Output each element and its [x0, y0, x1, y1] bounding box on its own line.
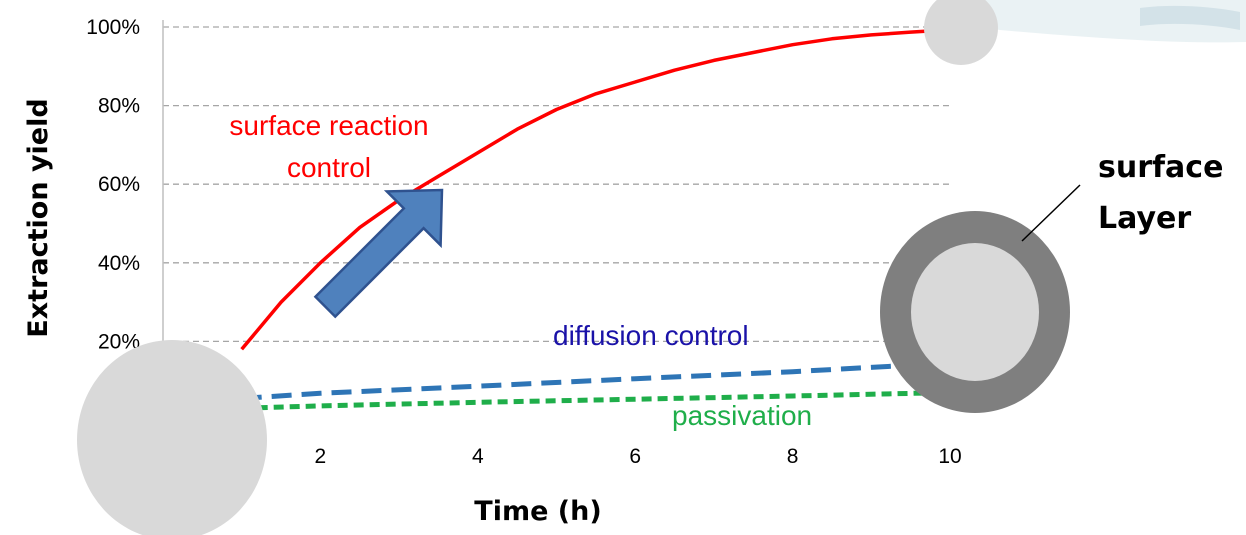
- particle-circle-top: [924, 0, 998, 65]
- y-axis-title: Extraction yield: [23, 98, 54, 337]
- particle-core: [911, 243, 1039, 381]
- y-tick-label: 40%: [98, 252, 140, 275]
- series-line-passivation: [241, 390, 951, 411]
- background-watermark-accent: [1140, 5, 1240, 30]
- x-tick-label: 4: [472, 445, 484, 468]
- series-line-surface-reaction: [240, 28, 951, 351]
- trend-arrow: [313, 188, 444, 319]
- y-tick-labels: 20% 40% 60% 80% 100%: [86, 16, 140, 353]
- annotation-surface-reaction: surface reaction: [229, 110, 428, 141]
- annotation-passivation: passivation: [672, 400, 812, 431]
- annotation-diffusion-control: diffusion control: [553, 320, 749, 351]
- x-tick-labels: 2 4 6 8 10: [315, 445, 962, 468]
- x-axis-title: Time (h): [474, 496, 601, 527]
- x-tick-label: 2: [315, 445, 327, 468]
- particle-circle-left: [77, 340, 267, 535]
- y-tick-label: 60%: [98, 173, 140, 196]
- y-tick-label: 20%: [98, 330, 140, 353]
- series-group: [240, 28, 951, 411]
- x-tick-label: 10: [938, 445, 961, 468]
- x-tick-label: 6: [629, 445, 641, 468]
- layer-label: Layer: [1098, 201, 1191, 236]
- y-tick-label: 100%: [86, 16, 140, 39]
- surface-label: surface: [1098, 150, 1223, 185]
- annotation-control: control: [287, 152, 371, 183]
- callout-line: [1021, 184, 1081, 242]
- series-line-diffusion: [241, 360, 951, 401]
- y-tick-label: 80%: [98, 95, 140, 118]
- x-tick-label: 8: [787, 445, 799, 468]
- gridlines: [163, 26, 950, 343]
- arrow-icon: [313, 188, 444, 319]
